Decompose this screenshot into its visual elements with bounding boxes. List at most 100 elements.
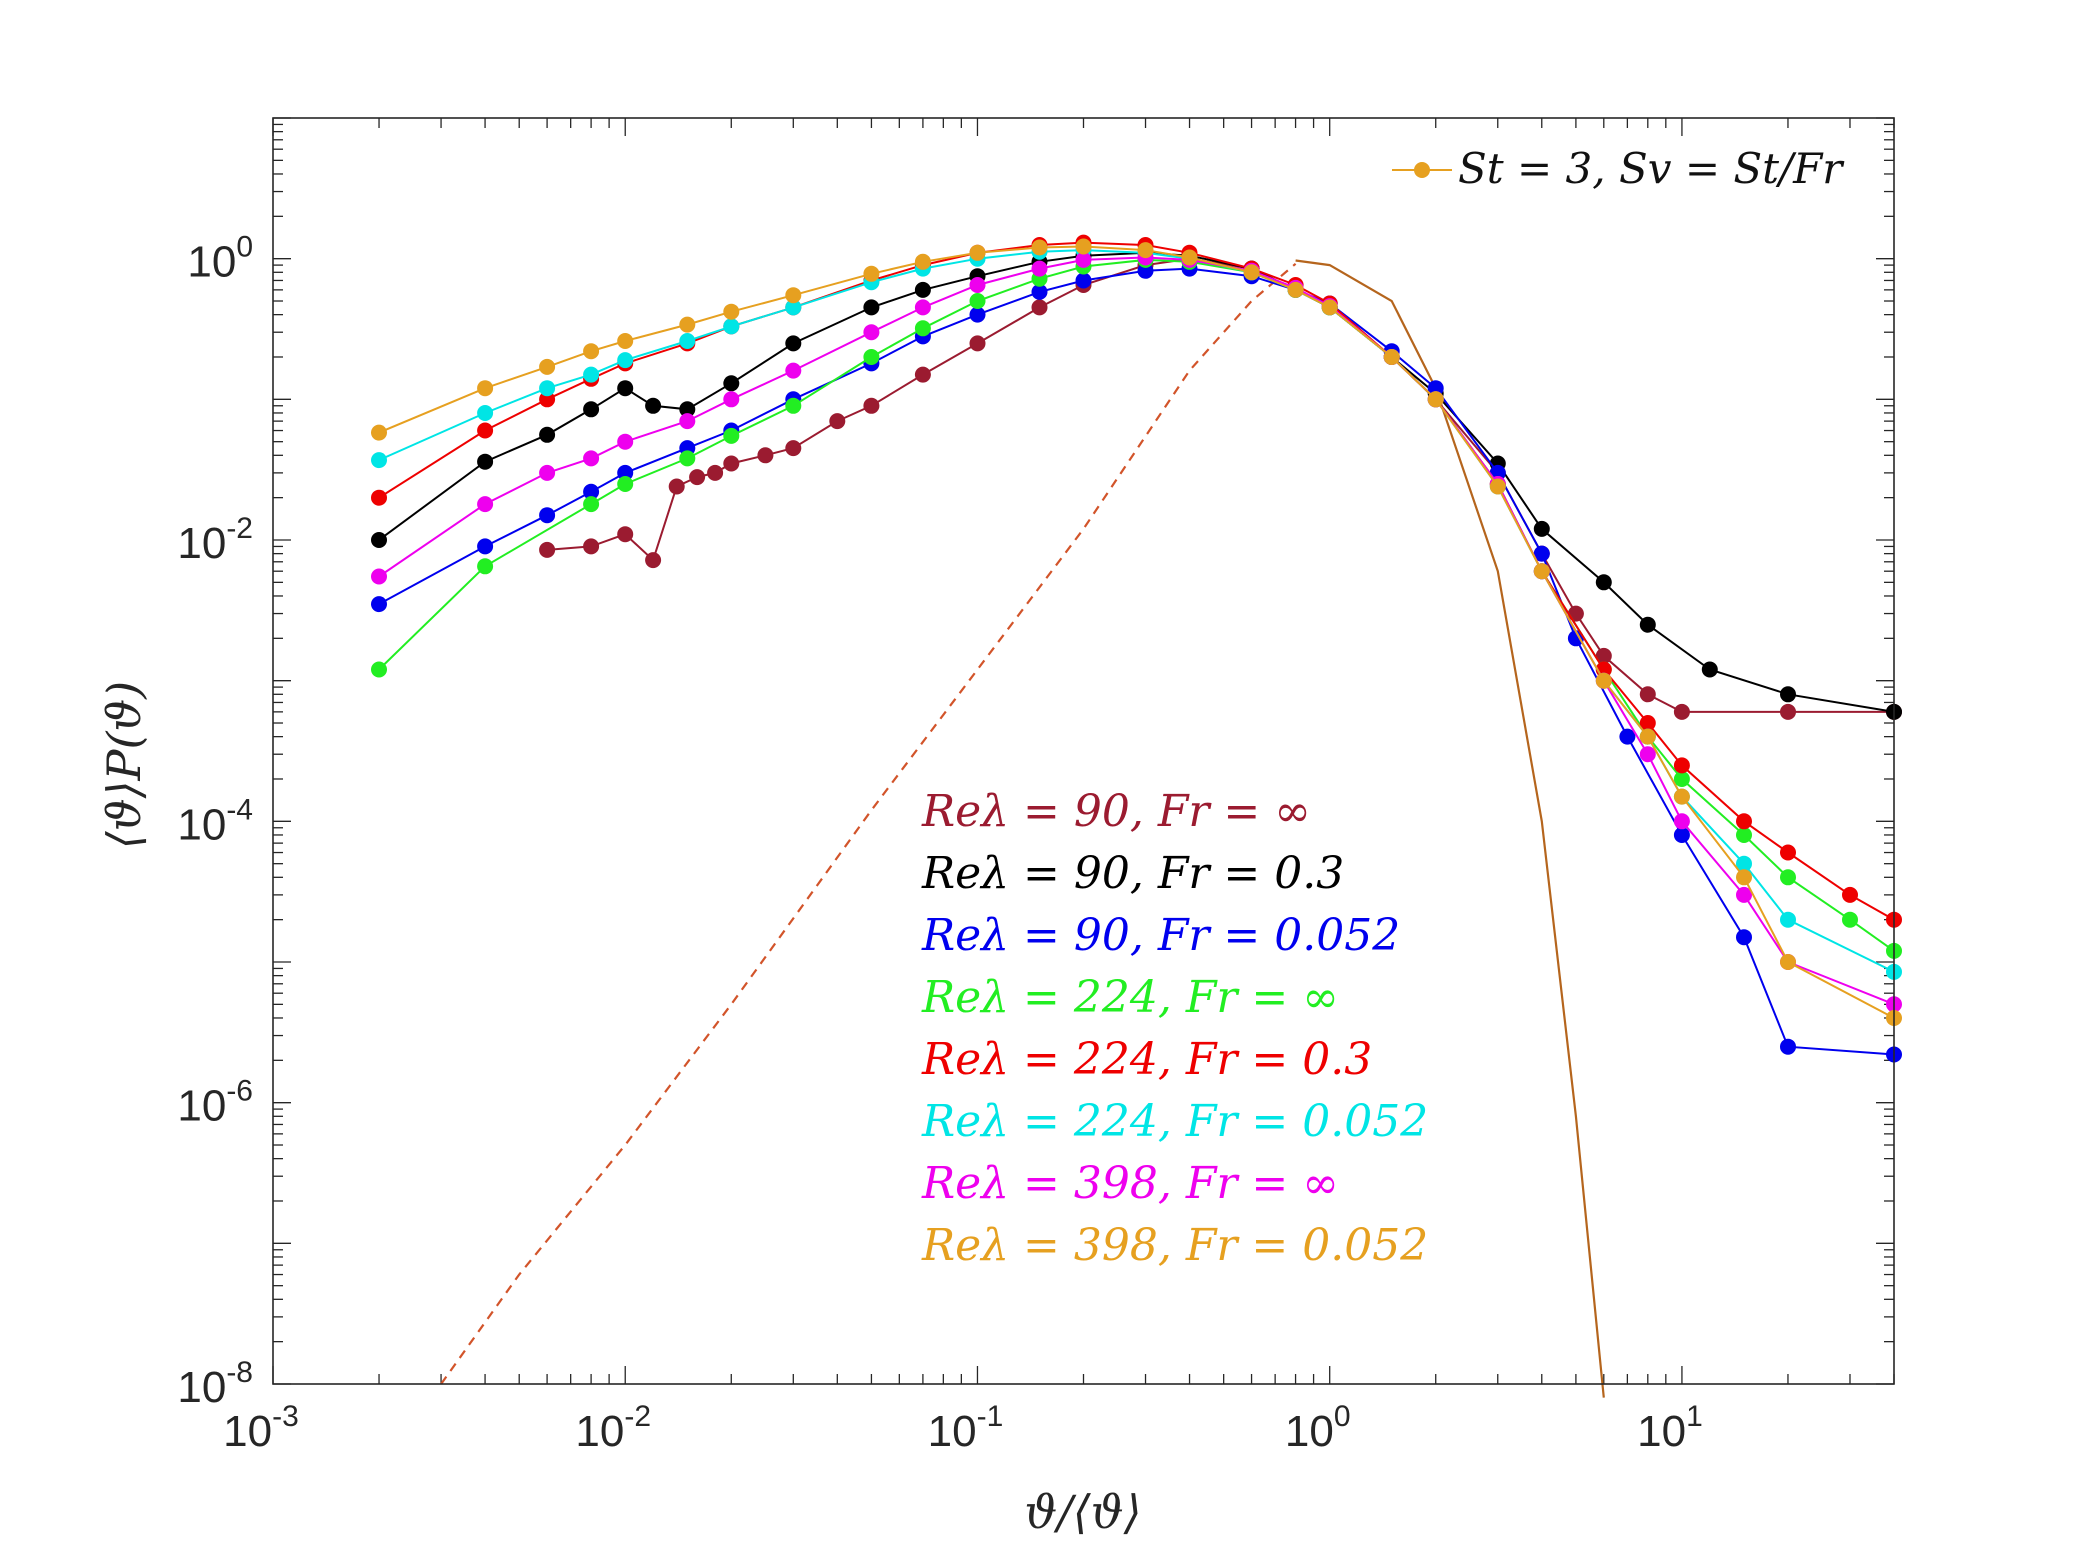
- data-point: [969, 293, 986, 309]
- data-point: [617, 380, 634, 397]
- data-point: [477, 422, 494, 439]
- data-point: [914, 320, 931, 337]
- x-tick-exponent: -1: [977, 1400, 1004, 1433]
- series-7: [371, 238, 1902, 1026]
- x-tick-exponent: 0: [1334, 1400, 1351, 1433]
- data-point: [1780, 1038, 1796, 1055]
- y-tick-label: 10-2: [177, 512, 253, 568]
- x-tick-label: 10-1: [928, 1400, 1004, 1456]
- data-point: [1639, 728, 1656, 745]
- data-point: [477, 558, 494, 575]
- x-axis-label: ϑ/⟨ϑ⟩: [1024, 1485, 1141, 1539]
- data-point: [617, 476, 634, 492]
- data-point: [1031, 283, 1048, 300]
- x-tick-exponent: -2: [624, 1400, 651, 1433]
- y-tick-exponent: -4: [226, 793, 253, 826]
- data-point: [785, 362, 802, 379]
- reference-solid-curve: [1295, 259, 1605, 1398]
- x-tick-label: 10-2: [575, 1400, 651, 1456]
- series-1: [371, 244, 1902, 720]
- x-tick-label: 101: [1637, 1400, 1703, 1456]
- data-point: [539, 464, 556, 481]
- data-point: [371, 452, 387, 469]
- data-point: [1287, 281, 1304, 298]
- data-point: [1780, 911, 1796, 928]
- data-point: [689, 469, 706, 486]
- data-point: [1673, 788, 1690, 805]
- x-tick-base: 10: [575, 1407, 624, 1456]
- y-tick-exponent: -6: [226, 1075, 253, 1108]
- top-legend-marker: [1414, 162, 1430, 178]
- y-tick-base: 10: [187, 238, 236, 287]
- data-point: [1673, 703, 1690, 720]
- data-point: [1639, 746, 1656, 763]
- data-point: [679, 450, 696, 467]
- data-point: [1427, 380, 1444, 397]
- y-tick-base: 10: [177, 1082, 226, 1131]
- data-point: [863, 299, 880, 316]
- data-point: [914, 253, 931, 270]
- legend-entry: Reλ = 90, Fr = 0.3: [921, 848, 1344, 899]
- data-point: [1031, 299, 1048, 316]
- data-point: [723, 427, 740, 444]
- data-point: [723, 391, 740, 408]
- data-point: [1321, 299, 1338, 316]
- data-point: [477, 496, 494, 513]
- data-point: [617, 352, 634, 369]
- y-tick-exponent: 0: [236, 231, 253, 264]
- data-point: [1533, 520, 1550, 537]
- data-point: [583, 538, 600, 555]
- data-point: [1533, 563, 1550, 580]
- data-point: [914, 299, 931, 316]
- data-point: [1673, 813, 1690, 830]
- data-point: [1701, 661, 1718, 678]
- data-point: [679, 316, 696, 333]
- data-point: [863, 324, 880, 341]
- data-point: [583, 450, 600, 467]
- data-point: [583, 343, 600, 360]
- legend-entry: Reλ = 398, Fr = 0.052: [921, 1220, 1428, 1271]
- data-point: [617, 526, 634, 543]
- x-tick-base: 10: [1285, 1407, 1334, 1456]
- top-legend-label: St = 3, Sv = St/Fr: [1458, 144, 1845, 193]
- data-point: [1736, 855, 1752, 872]
- data-point: [1736, 813, 1752, 830]
- data-point: [1383, 349, 1400, 365]
- legend-entry: Reλ = 224, Fr = 0.052: [921, 1096, 1428, 1147]
- data-point: [914, 366, 931, 383]
- top-legend: St = 3, Sv = St/Fr: [1392, 144, 1845, 193]
- data-point: [1619, 728, 1636, 745]
- data-point: [539, 541, 556, 558]
- series-line: [378, 256, 1895, 1006]
- x-tick-label: 10-3: [223, 1400, 299, 1456]
- data-point: [829, 413, 846, 430]
- data-point: [617, 333, 634, 349]
- data-point: [371, 424, 387, 441]
- series-0: [539, 250, 1902, 720]
- x-tick-base: 10: [1637, 1407, 1686, 1456]
- data-point: [1842, 886, 1858, 903]
- data-point: [914, 281, 931, 298]
- data-point: [477, 380, 494, 397]
- data-point: [371, 489, 387, 506]
- data-point: [757, 447, 774, 464]
- x-tick-label: 100: [1285, 1400, 1351, 1456]
- data-point: [969, 277, 986, 293]
- x-tick-base: 10: [928, 1407, 977, 1456]
- data-point: [1736, 929, 1752, 946]
- y-tick-exponent: -8: [226, 1356, 253, 1389]
- legend-entry: Reλ = 398, Fr = ∞: [921, 1158, 1339, 1209]
- data-point: [863, 265, 880, 282]
- data-point: [1673, 827, 1690, 843]
- reference-curves: [440, 259, 1605, 1398]
- data-point: [723, 318, 740, 335]
- data-point: [679, 333, 696, 349]
- data-point: [785, 335, 802, 352]
- y-tick-base: 10: [177, 519, 226, 568]
- data-point: [1031, 260, 1048, 277]
- data-point: [583, 496, 600, 513]
- data-point: [371, 596, 387, 613]
- x-tick-base: 10: [223, 1407, 272, 1456]
- data-series: [371, 234, 1902, 1063]
